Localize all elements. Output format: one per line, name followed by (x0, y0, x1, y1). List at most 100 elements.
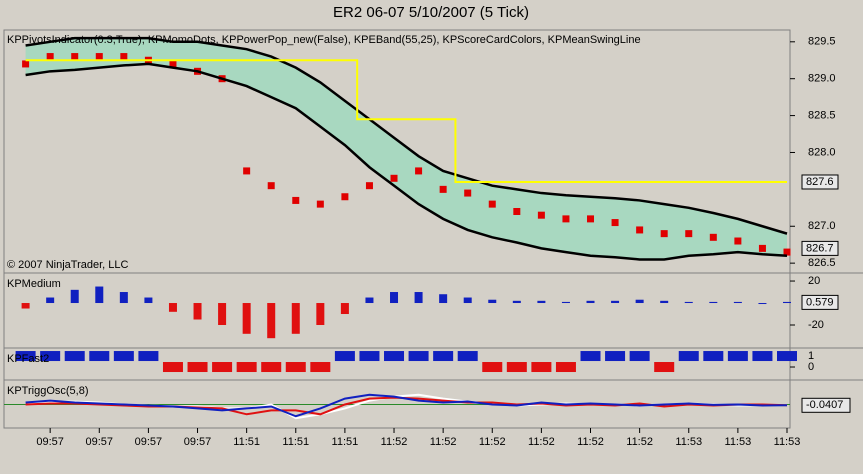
signal-bar (531, 362, 552, 373)
value-marker (801, 397, 851, 413)
y-tick-label: 20 (808, 275, 820, 287)
price-bar (341, 193, 349, 201)
histogram-bar (439, 294, 448, 304)
histogram-bar (242, 303, 251, 334)
signal-bar (138, 351, 159, 362)
osc-line (25, 393, 788, 418)
price-bar (22, 60, 30, 68)
chart-title: ER2 06-07 5/10/2007 (5 Tick) (333, 4, 529, 21)
signal-bar (187, 362, 208, 373)
signal-bar (555, 362, 576, 373)
x-tick-label: 09:57 (86, 436, 114, 448)
x-tick-label: 11:52 (381, 436, 408, 448)
price-bar (95, 53, 103, 61)
value-marker-label: -0.0407 (806, 399, 843, 411)
price-bar (365, 182, 373, 190)
signal-bar (777, 351, 797, 362)
x-tick-label: 11:51 (332, 436, 359, 448)
x-tick-label: 11:53 (675, 436, 702, 448)
signal-bar (678, 351, 699, 362)
band-line (25, 36, 788, 235)
copyright: © 2007 NinjaTrader, LLC (7, 259, 128, 271)
x-tick-label: 11:52 (479, 436, 506, 448)
value-marker-label: 0.579 (806, 296, 834, 308)
x-tick-label: 09:57 (135, 436, 163, 448)
value-marker-label: 827.6 (806, 176, 834, 188)
signal-bar (113, 351, 134, 362)
histogram-bar (144, 297, 153, 304)
signal-bar (40, 351, 61, 362)
price-bar (734, 237, 742, 245)
signal-bar (482, 362, 503, 373)
panel-label: KPTriggOsc(5,8) (7, 385, 89, 397)
value-marker (801, 174, 839, 190)
x-tick-label: 11:51 (282, 436, 309, 448)
signal-bar (629, 351, 650, 362)
histogram-bar (463, 297, 472, 304)
signal-bar (506, 362, 527, 373)
signal-bar (15, 351, 36, 362)
y-tick-label: 829.0 (808, 73, 836, 85)
histogram-bar (537, 300, 546, 304)
x-tick-label: 11:53 (774, 436, 801, 448)
signal-bar (64, 351, 85, 362)
price-bar (587, 215, 595, 223)
histogram-bar (291, 303, 300, 334)
price-bar (243, 167, 251, 175)
histogram-bar (95, 286, 104, 304)
value-marker-label: 826.7 (806, 242, 834, 254)
x-tick-label: 11:52 (626, 436, 653, 448)
signal-bar (261, 362, 282, 373)
histogram-bar (783, 301, 791, 304)
price-bar (562, 215, 570, 223)
x-tick-label: 09:57 (36, 436, 64, 448)
price-bar (464, 189, 472, 197)
y-tick-label: 826.5 (808, 257, 836, 269)
price-bar (537, 211, 545, 219)
histogram-bar (267, 303, 276, 339)
signal-bar (334, 351, 355, 362)
panel-label: KPMedium (7, 278, 61, 290)
x-tick-label: 09:57 (184, 436, 212, 448)
signal-bar (654, 362, 675, 373)
price-bar (660, 230, 668, 238)
histogram-bar (709, 301, 718, 304)
signal-bar (433, 351, 454, 362)
y-tick-label: 828.5 (808, 109, 836, 121)
price-bar (611, 219, 619, 227)
signal-bar (384, 351, 405, 362)
price-bar (292, 196, 300, 204)
histogram-bar (660, 300, 669, 304)
signal-bar (285, 362, 306, 373)
value-marker (801, 240, 839, 256)
histogram-bar (70, 289, 79, 304)
x-tick-label: 11:52 (430, 436, 457, 448)
price-bar (120, 53, 128, 61)
panel-label: KPPivotsIndicator(0.3,True), KPMomoDots,… (7, 34, 641, 46)
histogram-bar (316, 303, 325, 326)
band-fill (25, 38, 788, 260)
histogram-bar (561, 301, 570, 304)
y-tick-label: 829.5 (808, 36, 836, 48)
signal-bar (359, 351, 380, 362)
price-bar (316, 200, 324, 208)
price-bar (488, 200, 496, 208)
x-tick-label: 11:51 (233, 436, 260, 448)
price-bar (783, 248, 791, 256)
histogram-bar (21, 303, 30, 309)
signal-bar (457, 351, 478, 362)
x-tick-label: 11:52 (528, 436, 555, 448)
x-tick-label: 11:53 (725, 436, 752, 448)
price-bar (267, 182, 275, 190)
histogram-bar (168, 303, 177, 312)
value-marker (801, 294, 839, 310)
signal-bar (162, 362, 183, 373)
signal-bar (580, 351, 601, 362)
histogram-bar (488, 299, 497, 304)
histogram-bar (365, 297, 374, 304)
price-bar (46, 53, 54, 61)
histogram-bar (586, 300, 595, 304)
signal-bar (703, 351, 724, 362)
histogram-bar (733, 301, 742, 304)
